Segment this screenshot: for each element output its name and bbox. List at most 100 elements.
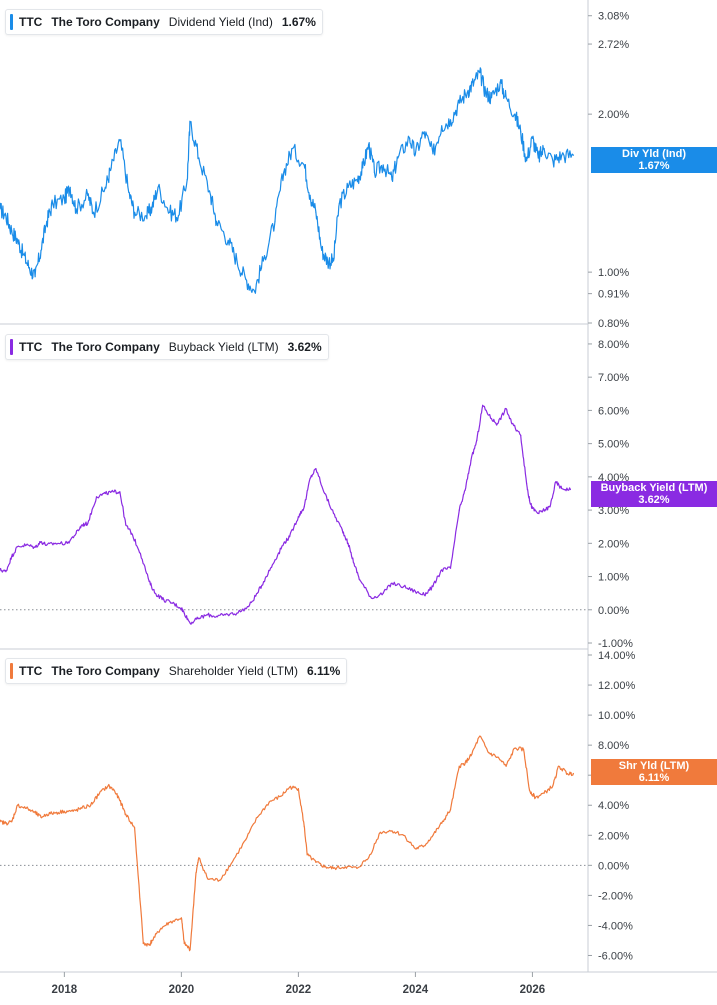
data-point bbox=[148, 944, 150, 946]
x-tick-label: 2026 bbox=[520, 984, 546, 996]
data-point bbox=[432, 585, 434, 588]
data-point bbox=[552, 160, 554, 162]
data-point bbox=[514, 747, 516, 749]
data-point bbox=[195, 872, 197, 874]
legend-value: 1.67% bbox=[281, 15, 316, 29]
data-point bbox=[180, 917, 182, 919]
data-point bbox=[315, 211, 317, 213]
data-point bbox=[458, 765, 460, 767]
data-point bbox=[543, 509, 545, 511]
y-tick-label: -4.00% bbox=[598, 920, 633, 932]
data-point bbox=[198, 157, 200, 159]
data-point bbox=[151, 939, 153, 942]
data-point bbox=[81, 807, 83, 809]
data-point bbox=[347, 186, 349, 188]
data-point bbox=[253, 290, 256, 292]
data-point bbox=[134, 211, 136, 213]
data-point bbox=[63, 198, 65, 200]
legend-metric: Buyback Yield (LTM) bbox=[168, 340, 279, 354]
y-tick-label: 3.08% bbox=[598, 11, 629, 23]
data-point bbox=[46, 544, 48, 546]
data-point bbox=[119, 800, 121, 802]
data-point bbox=[28, 267, 30, 269]
data-point bbox=[303, 164, 305, 166]
data-point bbox=[183, 612, 185, 614]
data-point bbox=[66, 542, 68, 544]
data-point bbox=[432, 153, 434, 155]
y-tick-label: -1.00% bbox=[598, 638, 633, 650]
data-point bbox=[332, 867, 335, 869]
legend-ticker: TTC bbox=[19, 15, 43, 29]
data-point bbox=[332, 512, 335, 515]
data-point bbox=[163, 599, 165, 601]
data-point bbox=[40, 816, 42, 818]
data-point bbox=[338, 203, 340, 205]
data-point bbox=[145, 215, 147, 217]
data-point bbox=[207, 614, 209, 616]
data-point bbox=[128, 191, 130, 193]
data-point bbox=[414, 848, 416, 850]
y-tick-label: 12.00% bbox=[598, 680, 636, 692]
data-point bbox=[119, 140, 121, 142]
data-point bbox=[22, 254, 24, 256]
data-point bbox=[215, 615, 218, 618]
data-point bbox=[34, 812, 36, 814]
data-point bbox=[496, 423, 498, 425]
data-point bbox=[537, 157, 539, 159]
data-point bbox=[291, 147, 294, 150]
data-point bbox=[414, 590, 416, 593]
data-point bbox=[283, 171, 285, 173]
data-point bbox=[283, 542, 285, 544]
data-point bbox=[55, 812, 57, 814]
legend-company: The Toro Company bbox=[51, 664, 160, 678]
data-point bbox=[256, 816, 258, 818]
data-point bbox=[274, 220, 276, 222]
data-point bbox=[274, 559, 276, 561]
data-point bbox=[514, 113, 516, 115]
data-point bbox=[180, 607, 182, 609]
data-point bbox=[5, 215, 7, 217]
data-point bbox=[520, 131, 522, 133]
data-point bbox=[449, 567, 452, 569]
data-point bbox=[391, 582, 393, 584]
y-tick-label: 0.00% bbox=[598, 860, 629, 872]
data-point bbox=[531, 137, 534, 139]
data-point bbox=[139, 552, 141, 554]
y-tick-label: 8.00% bbox=[598, 339, 629, 351]
data-point bbox=[555, 481, 557, 483]
data-point bbox=[397, 157, 399, 159]
y-tick-label: 4.00% bbox=[598, 472, 629, 484]
data-point bbox=[87, 194, 89, 196]
data-point bbox=[534, 797, 536, 799]
data-point bbox=[40, 249, 42, 251]
data-point bbox=[236, 260, 238, 262]
data-point bbox=[245, 839, 247, 841]
y-tick-label: 14.00% bbox=[598, 650, 636, 662]
y-tick-label: 0.80% bbox=[598, 318, 629, 330]
data-point bbox=[370, 597, 373, 599]
data-point bbox=[151, 206, 153, 208]
data-point bbox=[198, 857, 200, 859]
legend-buyback-yield: TTC The Toro Company Buyback Yield (LTM)… bbox=[5, 334, 329, 360]
data-point bbox=[467, 89, 469, 91]
data-point bbox=[303, 506, 305, 508]
data-point bbox=[189, 948, 191, 951]
legend-company: The Toro Company bbox=[51, 15, 160, 29]
data-point bbox=[224, 614, 226, 616]
data-point bbox=[327, 260, 329, 262]
data-point bbox=[470, 459, 472, 461]
data-point bbox=[458, 509, 460, 511]
x-tick-label: 2018 bbox=[52, 984, 78, 996]
data-point bbox=[125, 813, 127, 815]
data-point bbox=[470, 755, 472, 757]
data-point bbox=[499, 81, 501, 83]
data-point bbox=[423, 845, 425, 847]
data-point bbox=[265, 576, 267, 578]
x-tick-label: 2020 bbox=[169, 984, 195, 996]
data-point bbox=[306, 854, 308, 856]
data-point bbox=[409, 137, 411, 139]
data-point bbox=[25, 544, 27, 546]
value-tag-buyback-yield: Buyback Yield (LTM) 3.62% bbox=[591, 481, 717, 507]
legend-value: 6.11% bbox=[306, 664, 341, 678]
data-point bbox=[449, 119, 452, 121]
